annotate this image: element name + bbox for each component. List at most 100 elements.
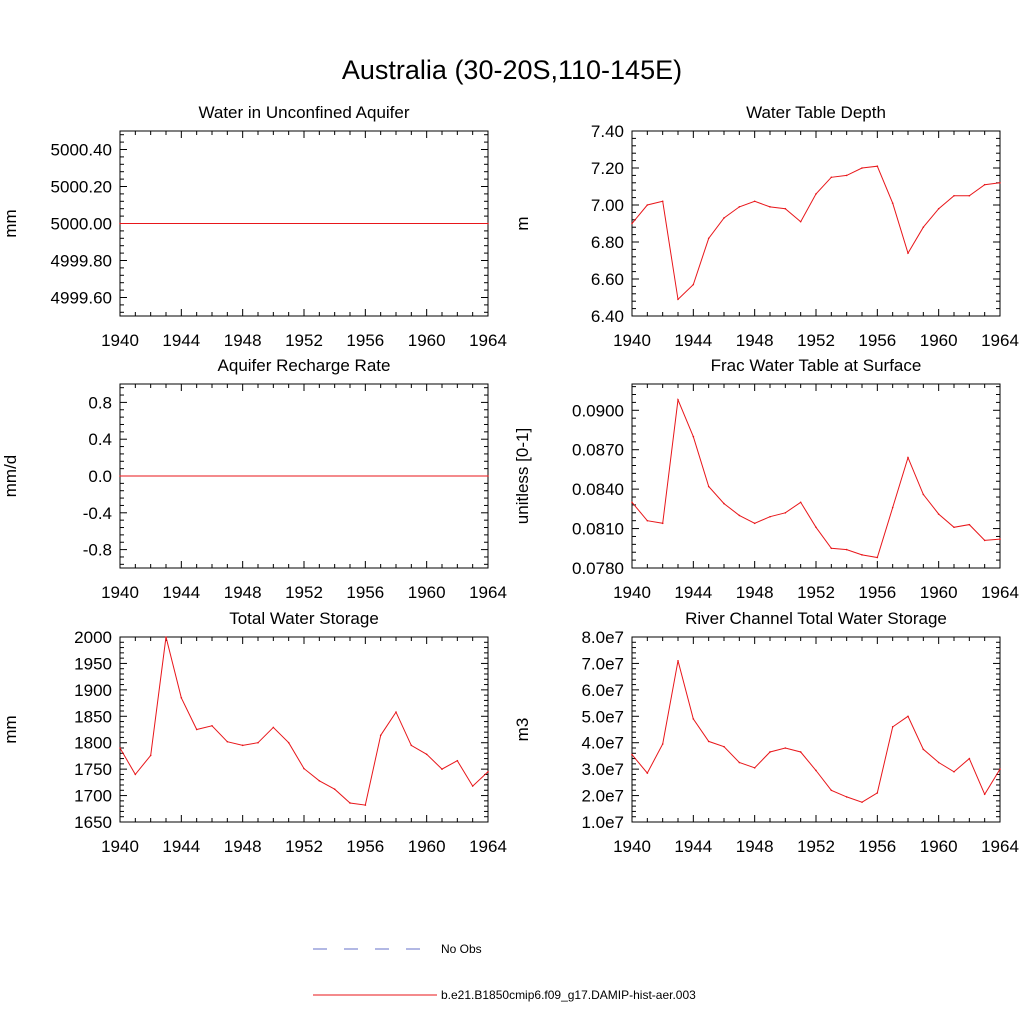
data-point xyxy=(769,515,771,518)
panel-title: Aquifer Recharge Rate xyxy=(218,356,391,375)
data-point xyxy=(631,222,633,225)
data-point xyxy=(830,789,833,792)
data-point xyxy=(799,751,802,753)
y-tick-label: 2.0e7 xyxy=(581,787,624,806)
data-point xyxy=(456,759,459,762)
y-tick-label: 0.0870 xyxy=(572,441,624,460)
y-tick-label: 3.0e7 xyxy=(581,760,624,779)
x-tick-label: 1940 xyxy=(613,837,651,856)
data-point xyxy=(937,513,940,515)
y-tick-label: 4.0e7 xyxy=(581,734,624,753)
data-point xyxy=(845,174,848,177)
x-tick-label: 1948 xyxy=(736,331,774,350)
data-point xyxy=(999,182,1001,184)
data-point xyxy=(937,207,940,210)
x-tick-label: 1960 xyxy=(408,837,446,856)
y-tick-label: 0.0840 xyxy=(572,480,624,499)
x-tick-label: 1956 xyxy=(858,331,896,350)
x-tick-label: 1964 xyxy=(469,837,507,856)
data-point xyxy=(631,753,633,756)
y-tick-label: 5000.40 xyxy=(51,141,112,160)
x-tick-label: 1956 xyxy=(858,837,896,856)
x-tick-label: 1948 xyxy=(736,837,774,856)
data-point xyxy=(180,696,183,699)
y-tick-label: 0.0810 xyxy=(572,520,624,539)
x-tick-label: 1964 xyxy=(469,583,507,602)
data-point xyxy=(119,222,121,225)
data-point xyxy=(661,743,664,745)
x-tick-label: 1952 xyxy=(797,331,835,350)
y-tick-label: 7.0e7 xyxy=(581,654,624,673)
data-point xyxy=(845,796,848,798)
data-point xyxy=(425,753,428,756)
data-point xyxy=(738,514,741,517)
x-tick-label: 1940 xyxy=(101,583,139,602)
data-point xyxy=(410,744,413,747)
y-tick-label: 2000 xyxy=(74,628,112,647)
data-point xyxy=(876,165,879,167)
y-tick-label: 7.20 xyxy=(591,159,624,178)
x-tick-label: 1944 xyxy=(162,331,200,350)
x-tick-label: 1948 xyxy=(736,583,774,602)
panel-title: Water in Unconfined Aquifer xyxy=(198,103,409,122)
data-point xyxy=(241,744,244,747)
data-point xyxy=(968,523,971,526)
y-tick-label: -0.4 xyxy=(83,504,112,523)
x-tick-label: 1948 xyxy=(224,331,262,350)
x-tick-label: 1960 xyxy=(408,331,446,350)
y-tick-label: 6.80 xyxy=(591,233,624,252)
data-point xyxy=(395,711,397,713)
panel-title: Water Table Depth xyxy=(746,103,886,122)
data-point xyxy=(983,793,986,796)
x-tick-label: 1956 xyxy=(346,583,384,602)
y-axis-label: m3 xyxy=(513,718,532,742)
data-point xyxy=(707,740,710,743)
panel-title: River Channel Total Water Storage xyxy=(685,609,947,628)
y-tick-label: 1800 xyxy=(74,734,112,753)
data-point xyxy=(799,220,802,223)
data-point xyxy=(677,398,679,401)
x-tick-label: 1940 xyxy=(613,583,651,602)
data-point xyxy=(692,435,695,438)
x-tick-label: 1964 xyxy=(981,331,1019,350)
x-tick-label: 1964 xyxy=(981,837,1019,856)
y-tick-label: 1950 xyxy=(74,654,112,673)
y-tick-label: 1650 xyxy=(74,813,112,832)
data-point xyxy=(830,547,833,550)
data-point xyxy=(753,200,756,203)
x-tick-label: 1960 xyxy=(920,837,958,856)
x-tick-label: 1964 xyxy=(469,331,507,350)
data-point xyxy=(646,519,649,522)
data-point xyxy=(165,636,167,638)
x-tick-label: 1944 xyxy=(162,837,200,856)
data-point xyxy=(953,770,955,773)
x-tick-label: 1948 xyxy=(224,837,262,856)
data-point xyxy=(119,747,121,749)
data-point xyxy=(891,506,894,509)
data-point xyxy=(738,761,741,764)
x-tick-label: 1960 xyxy=(920,331,958,350)
y-tick-label: 7.00 xyxy=(591,196,624,215)
x-tick-label: 1952 xyxy=(797,583,835,602)
y-tick-label: 6.40 xyxy=(591,307,624,326)
y-tick-label: 1750 xyxy=(74,760,112,779)
data-point xyxy=(861,801,863,803)
data-point xyxy=(907,456,909,459)
data-point xyxy=(983,539,986,542)
data-point xyxy=(753,767,756,769)
data-point xyxy=(487,475,489,477)
data-point xyxy=(845,548,848,551)
data-point xyxy=(303,767,305,770)
data-point xyxy=(922,748,925,751)
data-point xyxy=(999,538,1001,540)
data-point xyxy=(830,176,833,179)
y-tick-label: 1900 xyxy=(74,681,112,700)
data-point xyxy=(134,773,137,776)
data-point xyxy=(922,493,925,496)
legend-label-no-obs: No Obs xyxy=(441,942,482,956)
data-point xyxy=(272,726,275,729)
y-tick-label: -0.8 xyxy=(83,541,112,560)
data-point xyxy=(677,659,679,662)
data-point xyxy=(769,206,771,208)
